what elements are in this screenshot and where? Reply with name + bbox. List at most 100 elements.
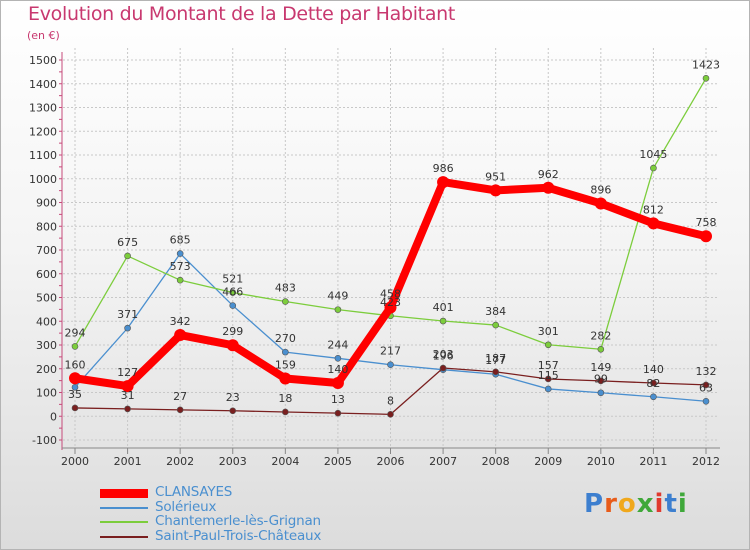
y-tick-label: 1500 (29, 54, 57, 67)
y-tick-label: 0 (50, 410, 57, 423)
data-label: 13 (331, 393, 345, 406)
data-point (597, 345, 605, 353)
data-point (121, 380, 134, 393)
y-tick-label: 500 (36, 292, 57, 305)
data-point (334, 354, 342, 362)
data-label: 758 (696, 216, 717, 229)
logo-letter: i (677, 489, 688, 519)
data-label: 127 (117, 366, 138, 379)
grid (63, 48, 718, 448)
x-tick-label: 2007 (429, 455, 457, 468)
data-label: 301 (538, 325, 559, 338)
x-tick-label: 2005 (324, 455, 352, 468)
data-point (124, 252, 131, 260)
x-tick-label: 2002 (166, 455, 194, 468)
y-tick-label: 600 (36, 268, 57, 281)
data-label: 371 (117, 308, 138, 321)
data-label: 63 (699, 381, 713, 394)
data-label: 685 (170, 234, 191, 247)
data-label: 203 (433, 348, 454, 361)
data-point (71, 343, 79, 350)
logo-letter: t (664, 489, 678, 519)
data-point (282, 298, 289, 305)
logo-letter: i (654, 489, 665, 519)
data-point (334, 409, 342, 417)
x-tick-label: 2008 (482, 455, 510, 468)
data-label: 1423 (692, 58, 720, 71)
legend-label: Chantemerle-lès-Grignan (155, 513, 321, 529)
data-point (331, 377, 344, 389)
data-label: 217 (380, 345, 401, 358)
data-label: 140 (327, 363, 348, 376)
x-tick-label: 2011 (639, 455, 667, 468)
chart-title: Evolution du Montant de la Dette par Hab… (28, 3, 456, 25)
data-point (650, 393, 657, 401)
data-point (229, 302, 237, 309)
x-tick-label: 2000 (61, 455, 89, 468)
data-label: 294 (65, 326, 86, 339)
x-tick-label: 2003 (219, 455, 247, 468)
x-tick-label: 2012 (692, 455, 720, 468)
data-label: 951 (485, 170, 506, 183)
legend-label: CLANSAYES (155, 484, 233, 500)
data-label: 896 (590, 183, 611, 196)
axes: -100 0 100 200 300 400 500 600 700 800 900 1000 1100… (29, 52, 720, 468)
data-label: 458 (380, 287, 401, 300)
data-label: 27 (173, 390, 187, 403)
data-point (387, 361, 394, 369)
data-point (492, 321, 499, 329)
data-point (229, 289, 237, 296)
data-point (176, 406, 184, 414)
data-label: 962 (538, 168, 559, 181)
data-label: 82 (646, 377, 660, 390)
data-point (544, 375, 552, 383)
data-label: 449 (327, 290, 348, 303)
x-tick-label: 2004 (271, 455, 299, 468)
data-point (226, 339, 239, 352)
legend-swatch (100, 506, 148, 509)
data-label: 187 (485, 352, 506, 365)
data-labels: 160 127 342 299 159 140 458 986 951 962 896 812 758 3… (65, 58, 721, 407)
data-point (702, 397, 710, 405)
data-label: 342 (170, 315, 191, 328)
y-tick-label: 1300 (29, 102, 57, 115)
data-label: 675 (117, 236, 138, 249)
data-point (384, 301, 397, 314)
y-tick-label: 1000 (29, 173, 57, 186)
data-label: 132 (696, 365, 717, 378)
data-label: 149 (590, 361, 611, 374)
data-label: 812 (643, 203, 664, 216)
data-label: 177 (485, 354, 506, 367)
data-point (176, 276, 184, 284)
data-point (71, 383, 79, 391)
data-point (282, 408, 289, 416)
data-label: 466 (222, 286, 243, 299)
data-label: 159 (275, 358, 296, 371)
data-point (544, 385, 552, 393)
y-tick-label: 1400 (29, 78, 57, 91)
data-point (279, 372, 292, 385)
y-tick-label: 200 (36, 363, 57, 376)
data-label: 1045 (639, 148, 667, 161)
y-tick-label: 400 (36, 315, 57, 328)
data-label: 270 (275, 332, 296, 345)
data-point (437, 176, 450, 189)
data-point (702, 74, 710, 82)
legend-swatch (100, 488, 148, 498)
x-tick-label: 2010 (587, 455, 615, 468)
y-tick-label: 800 (36, 220, 57, 233)
data-point (439, 317, 447, 325)
data-label: 99 (594, 373, 608, 386)
data-point (542, 181, 555, 194)
y-tick-label: -100 (32, 434, 57, 447)
data-label: 8 (387, 394, 394, 407)
y-tick-label: 900 (36, 197, 57, 210)
data-point (124, 324, 131, 332)
y-unit-label: (en €) (27, 29, 60, 42)
data-point (647, 217, 660, 230)
data-label: 196 (433, 350, 454, 363)
data-label: 115 (538, 369, 559, 382)
data-label: 299 (222, 325, 243, 338)
data-label: 160 (65, 358, 86, 371)
